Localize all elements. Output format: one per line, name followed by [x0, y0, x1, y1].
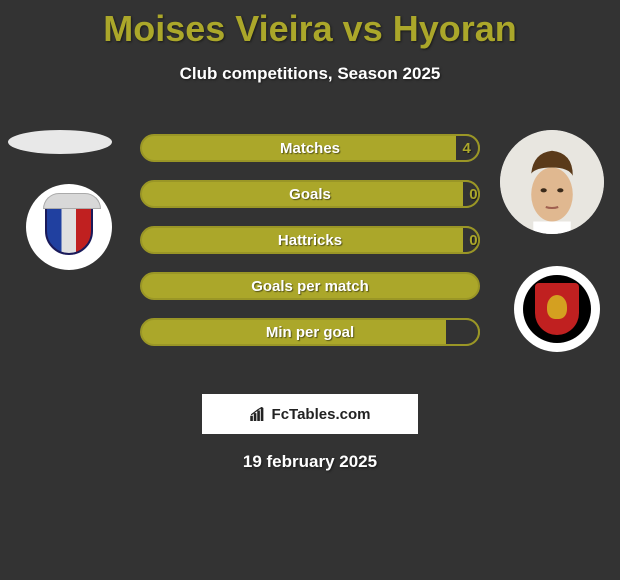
date-label: 19 february 2025 [0, 452, 620, 472]
stat-bar-label: Goals per match [251, 278, 369, 295]
stat-bar: Hattricks 0 [140, 226, 480, 254]
stat-bar-label: Hattricks [278, 232, 342, 249]
stats-bars: Matches 4 Goals 0 Hattricks 0 Goals per match M… [140, 134, 480, 364]
watermark-label: FcTables.com [272, 406, 371, 423]
stat-bar: Goals 0 [140, 180, 480, 208]
page-title: Moises Vieira vs Hyoran [0, 0, 620, 50]
stat-bar-right-segment [446, 318, 480, 346]
stat-bar: Matches 4 [140, 134, 480, 162]
stat-bar-right-value: 0 [469, 186, 477, 203]
stat-bar-right-segment: 0 [463, 180, 480, 208]
comparison-panel: Matches 4 Goals 0 Hattricks 0 Goals per match M… [0, 124, 620, 384]
stat-bar-right-segment: 4 [456, 134, 480, 162]
watermark: FcTables.com [202, 394, 418, 434]
stat-bar-right-value: 4 [462, 140, 470, 157]
chart-icon [250, 407, 268, 421]
page-subtitle: Club competitions, Season 2025 [0, 64, 620, 84]
stat-bar: Goals per match [140, 272, 480, 300]
sport-recife-crest-icon [523, 275, 591, 343]
stat-bar-right-segment: 0 [463, 226, 480, 254]
player-right-face-icon [500, 130, 604, 234]
stat-bar-right-value: 0 [469, 232, 477, 249]
fortaleza-crest-icon [45, 199, 93, 255]
player-left-avatar [8, 130, 112, 154]
player-right-avatar [500, 130, 604, 234]
stat-bar-label: Goals [289, 186, 331, 203]
stat-bar: Min per goal [140, 318, 480, 346]
stat-bar-label: Min per goal [266, 324, 354, 341]
team-badge-right [514, 266, 600, 352]
stat-bar-label: Matches [280, 140, 340, 157]
team-badge-left [26, 184, 112, 270]
